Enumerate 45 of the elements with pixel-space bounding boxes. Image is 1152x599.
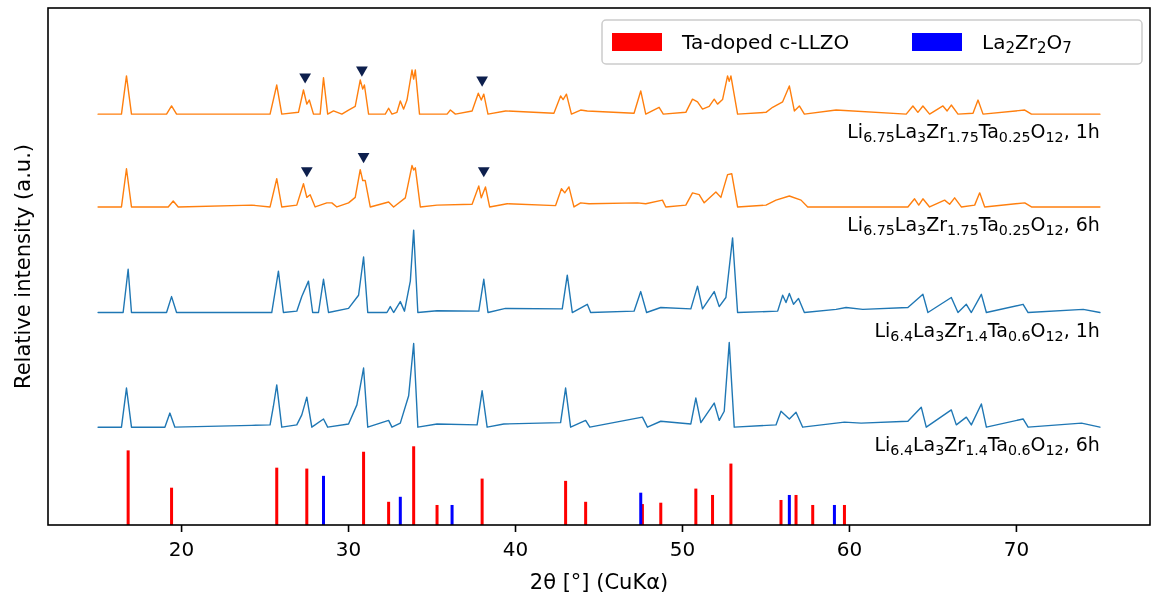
bar (584, 501, 588, 525)
point (357, 153, 370, 164)
bar (275, 467, 279, 525)
bar (170, 487, 174, 525)
bar (842, 504, 846, 525)
bar (639, 492, 643, 525)
bar (779, 499, 783, 525)
bar (711, 494, 715, 525)
bar (694, 488, 698, 525)
x-tick-label: 70 (1003, 537, 1030, 561)
bar (564, 480, 568, 525)
bar (659, 502, 663, 525)
bar (794, 494, 798, 525)
text: Li$_{6.75}$La$_{3}$Zr$_{1.75}$Ta$_{0.25}$O$_{12}$, 1h (847, 120, 1100, 145)
bar (787, 494, 791, 525)
x-tick-label: 60 (836, 537, 863, 561)
point (299, 73, 312, 84)
bar (305, 468, 309, 525)
bar (387, 501, 391, 525)
bar (126, 450, 130, 525)
bar (450, 504, 454, 525)
text: Li$_{6.4}$La$_{3}$Zr$_{1.4}$Ta$_{0.6}$O$_{12}$, 6h (874, 433, 1100, 458)
text: Li$_{6.75}$La$_{3}$Zr$_{1.75}$Ta$_{0.25}$O$_{12}$, 6h (847, 212, 1100, 238)
bar (435, 504, 439, 525)
x-tick-label: 30 (335, 537, 362, 561)
point (300, 167, 313, 178)
bar (398, 496, 402, 525)
bar (412, 446, 416, 525)
x-tick-label: 50 (669, 537, 696, 561)
bar (480, 478, 484, 525)
x-tick-label: 40 (502, 537, 529, 561)
bar (322, 475, 325, 525)
point (356, 66, 368, 77)
y-axis-title: Relative intensity (a.u.) (11, 144, 35, 389)
point (477, 167, 490, 178)
bar (729, 463, 733, 525)
text: Li$_{6.4}$La$_{3}$Zr$_{1.4}$Ta$_{0.6}$O$_{12}$, 1h (874, 318, 1100, 344)
legend-label: La$_{2}$Zr$_{2}$O$_{7}$ (982, 30, 1072, 57)
bar (832, 504, 836, 525)
bar (811, 504, 815, 525)
point (476, 76, 489, 87)
bar (362, 451, 366, 525)
x-tick-label: 20 (168, 537, 195, 561)
legend-label: Ta-doped c-LLZO (681, 30, 850, 54)
x-axis-title: 2θ [°] (CuKα) (529, 570, 669, 594)
